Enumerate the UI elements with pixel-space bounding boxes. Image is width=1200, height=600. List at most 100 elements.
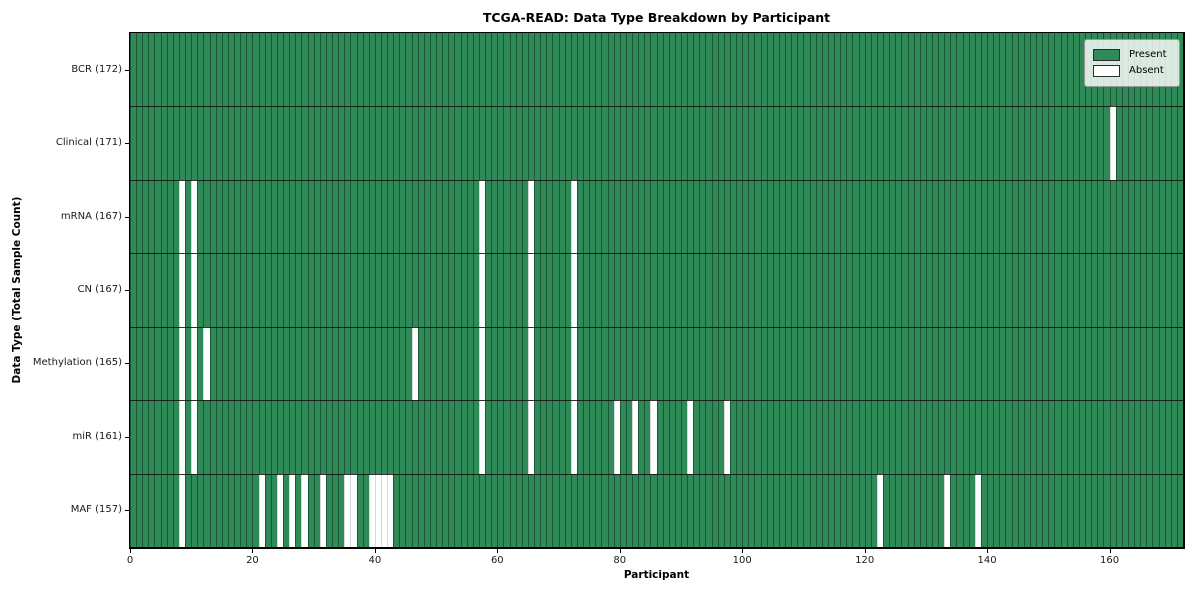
heatmap-cell	[442, 400, 450, 474]
heatmap-cell	[227, 253, 236, 327]
heatmap-cell	[362, 400, 371, 474]
heatmap-cell	[1054, 33, 1063, 107]
heatmap-cell	[907, 33, 916, 107]
heatmap-cell	[1140, 400, 1148, 474]
heatmap-cell	[1005, 253, 1014, 327]
heatmap-cell	[478, 400, 487, 474]
heatmap-cell	[258, 400, 267, 474]
heatmap-cell	[368, 473, 377, 547]
heatmap-cell	[283, 253, 291, 327]
heatmap-cell	[197, 326, 205, 401]
heatmap-cell	[295, 179, 303, 254]
heatmap-cell	[1170, 473, 1179, 547]
heatmap-cell	[1158, 253, 1167, 327]
heatmap-cell	[540, 179, 548, 254]
heatmap-cell	[950, 326, 958, 401]
heatmap-cell	[1103, 253, 1112, 327]
heatmap-cell	[999, 106, 1007, 180]
heatmap-cell	[760, 106, 769, 180]
heatmap-cell	[931, 473, 940, 547]
heatmap-cell	[901, 179, 909, 254]
heatmap-cell	[503, 179, 512, 254]
heatmap-cell	[968, 473, 977, 547]
heatmap-cell	[1127, 253, 1136, 327]
heatmap-cell	[999, 253, 1007, 327]
heatmap-cell	[944, 33, 952, 107]
heatmap-cell	[234, 326, 242, 401]
heatmap-cell	[1054, 253, 1063, 327]
heatmap-cell	[809, 253, 818, 327]
heatmap-cell	[172, 33, 181, 107]
heatmap-cell	[858, 253, 867, 327]
heatmap-cell	[546, 179, 554, 254]
heatmap-cell	[203, 106, 212, 180]
heatmap-cell	[748, 326, 756, 401]
heatmap-cell	[485, 473, 493, 547]
heatmap-cell	[638, 179, 646, 254]
heatmap-cell	[883, 33, 891, 107]
x-tick-label: 100	[732, 555, 752, 566]
heatmap-cell	[185, 473, 193, 547]
heatmap-cell	[142, 473, 150, 547]
heatmap-cell	[754, 473, 763, 547]
heatmap-cell	[1066, 473, 1075, 547]
heatmap-cell	[344, 33, 352, 107]
heatmap-cell	[613, 473, 622, 547]
heatmap-cell	[521, 179, 530, 254]
heatmap-cell	[558, 473, 567, 547]
heatmap-cell	[1066, 179, 1075, 254]
heatmap-cell	[319, 33, 328, 107]
heatmap-cell	[1097, 326, 1105, 401]
heatmap-cell	[772, 179, 781, 254]
heatmap-cell	[925, 253, 934, 327]
x-tick-label: 160	[1099, 555, 1120, 566]
heatmap-cell	[1115, 473, 1124, 547]
heatmap-cell	[1017, 106, 1026, 180]
heatmap-cell	[736, 33, 744, 107]
heatmap-cell	[313, 473, 322, 547]
heatmap-cell	[491, 179, 499, 254]
heatmap-cell	[332, 106, 340, 180]
heatmap-cell	[889, 473, 897, 547]
heatmap-cell	[993, 33, 1001, 107]
heatmap-cell	[791, 33, 799, 107]
heatmap-cell	[785, 473, 793, 547]
heatmap-cell	[209, 473, 218, 547]
y-tick	[125, 143, 129, 145]
legend-label-absent: Absent	[1129, 65, 1164, 76]
heatmap-cell	[417, 179, 426, 254]
heatmap-cell	[356, 33, 365, 107]
heatmap-cell	[613, 326, 622, 401]
heatmap-cell	[632, 179, 640, 254]
heatmap-cell	[160, 253, 169, 327]
heatmap-cell	[270, 473, 279, 547]
heatmap-cell	[668, 326, 677, 401]
heatmap-cell	[399, 253, 407, 327]
heatmap-cell	[803, 400, 812, 474]
heatmap-cell	[589, 326, 597, 401]
heatmap-cell	[387, 473, 395, 547]
heatmap-cell	[1011, 33, 1020, 107]
heatmap-cell	[521, 400, 530, 474]
heatmap-cell	[687, 326, 695, 401]
heatmap-cell	[307, 400, 316, 474]
heatmap-cell	[974, 326, 983, 401]
heatmap-cell	[778, 33, 787, 107]
heatmap-cell	[552, 106, 561, 180]
heatmap-cell	[374, 253, 383, 327]
heatmap-cell	[919, 106, 928, 180]
heatmap-cell	[264, 179, 273, 254]
heatmap-cell	[454, 253, 463, 327]
heatmap-cell	[925, 326, 934, 401]
x-tick-label: 60	[490, 555, 504, 566]
heatmap-cell	[472, 473, 481, 547]
heatmap-cell	[680, 326, 689, 401]
heatmap-cell	[276, 400, 285, 474]
heatmap-cell	[1017, 326, 1026, 401]
heatmap-cell	[950, 473, 958, 547]
heatmap-cell	[142, 179, 150, 254]
heatmap-cell	[509, 253, 518, 327]
heatmap-cell	[429, 106, 438, 180]
heatmap-cell	[1091, 400, 1099, 474]
heatmap-cell	[723, 33, 732, 107]
